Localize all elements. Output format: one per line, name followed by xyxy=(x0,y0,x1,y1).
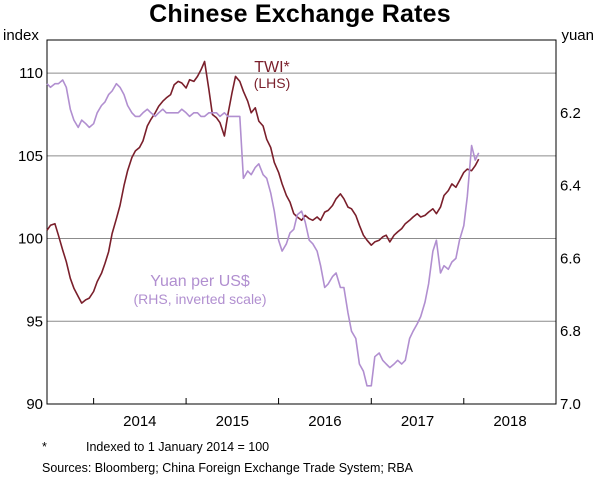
footnote-star: * xyxy=(42,440,47,454)
left-tick-label: 90 xyxy=(26,396,43,413)
plot-border xyxy=(46,39,557,405)
right-tick-label: 6.2 xyxy=(560,105,581,122)
chart-title: Chinese Exchange Rates xyxy=(149,0,451,28)
right-tick-label: 6.4 xyxy=(560,178,581,195)
right-tick-label: 7.0 xyxy=(560,396,581,413)
yuan-series-line xyxy=(46,79,480,387)
yuan-series-label: Yuan per US$ xyxy=(150,273,250,290)
footnote-sources: Sources: Bloomberg; China Foreign Exchan… xyxy=(42,461,414,475)
yuan-series-sublabel: (RHS, inverted scale) xyxy=(133,291,266,307)
left-axis-unit: index xyxy=(3,27,39,44)
plot-frame xyxy=(46,39,557,405)
right-tick-label: 6.8 xyxy=(560,323,581,340)
gridlines xyxy=(47,72,556,322)
twi-series-label: TWI* xyxy=(254,59,290,76)
x-axis: 2014 2015 2016 2017 2018 xyxy=(93,398,527,430)
right-y-axis: 6.2 6.4 6.6 6.8 7.0 xyxy=(560,105,581,413)
x-tick-label: 2015 xyxy=(216,413,249,430)
left-tick-label: 110 xyxy=(19,65,43,82)
left-tick-label: 100 xyxy=(18,231,43,248)
left-tick-label: 95 xyxy=(26,313,43,330)
twi-series-line xyxy=(46,60,480,304)
x-tick-label: 2014 xyxy=(123,413,156,430)
x-tick-label: 2018 xyxy=(493,413,526,430)
twi-series-sublabel: (LHS) xyxy=(254,75,291,91)
series-lines xyxy=(46,60,480,387)
left-tick-label: 105 xyxy=(18,148,43,165)
x-tick-label: 2017 xyxy=(401,413,434,430)
footnote-text: Indexed to 1 January 2014 = 100 xyxy=(86,440,270,454)
right-tick-label: 6.6 xyxy=(560,250,581,267)
footnote-indexed: * Indexed to 1 January 2014 = 100 xyxy=(42,440,269,454)
left-y-axis: 110 105 100 95 90 xyxy=(18,65,43,413)
right-axis-unit: yuan xyxy=(561,27,594,44)
x-tick-label: 2016 xyxy=(308,413,341,430)
